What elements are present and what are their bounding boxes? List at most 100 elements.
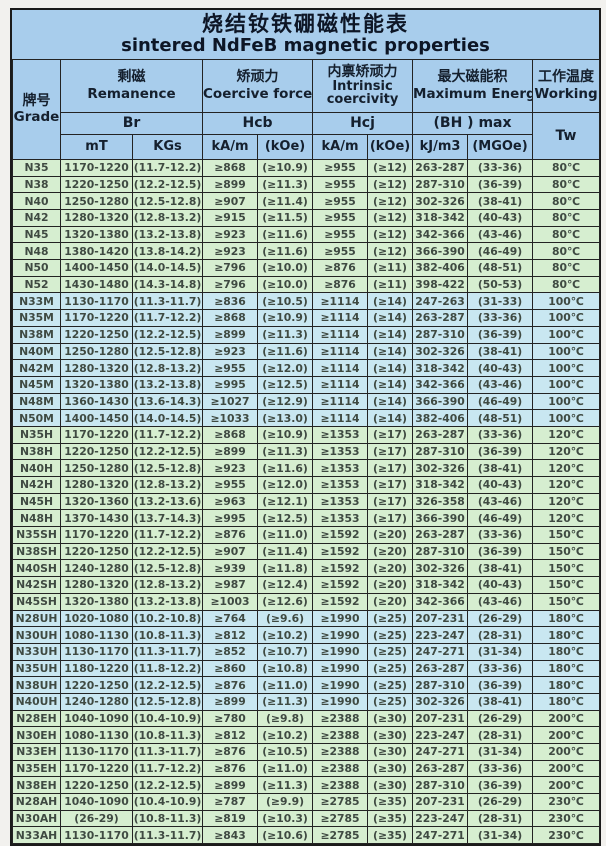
- hcj-koe-cell: (≥35): [367, 826, 414, 845]
- br-mt-cell: 1170-1220: [60, 309, 133, 327]
- bhmax-mgoe-cell: (40-43): [467, 476, 534, 494]
- br-mt-cell: 1400-1450: [60, 259, 133, 277]
- header-remanence-en: Remanence: [87, 85, 176, 102]
- hcj-kam-cell: ≥1592: [312, 559, 369, 578]
- hcb-kam-cell: ≥939: [202, 559, 259, 578]
- bhmax-mgoe-cell: (36-39): [467, 175, 534, 194]
- working-temp-cell: 150℃: [532, 542, 601, 561]
- br-kgs-cell: (10.2-10.8): [131, 609, 204, 628]
- unit-kgs: KGs: [131, 133, 204, 160]
- hcb-koe-cell: (≥11.3): [257, 175, 314, 194]
- bhmax-kjm3-cell: 302-326: [412, 692, 469, 711]
- grade-cell: N40H: [12, 459, 61, 477]
- bhmax-mgoe-cell: (38-41): [467, 459, 534, 477]
- bhmax-kjm3-cell: 287-310: [412, 776, 469, 795]
- table-body: N35 1170-1220 (11.7-12.2) ≥868 (≥10.9) ≥…: [12, 158, 601, 845]
- bhmax-kjm3-cell: 342-366: [412, 225, 469, 244]
- header-energy-en: Maximum Energy: [413, 85, 533, 102]
- hcb-kam-cell: ≥843: [202, 826, 259, 845]
- hcj-kam-cell: ≥1990: [312, 676, 369, 694]
- bhmax-mgoe-cell: (33-36): [467, 425, 534, 444]
- hcb-kam-cell: ≥764: [202, 609, 259, 628]
- hcb-kam-cell: ≥923: [202, 242, 259, 261]
- br-kgs-cell: (11.3-11.7): [131, 826, 204, 845]
- hcj-kam-cell: ≥1114: [312, 392, 369, 411]
- hcb-koe-cell: (≥10.7): [257, 642, 314, 661]
- working-temp-cell: 180℃: [532, 626, 601, 644]
- hcj-koe-cell: (≥11): [367, 259, 414, 277]
- bhmax-kjm3-cell: 302-326: [412, 342, 469, 361]
- br-mt-cell: 1170-1220: [60, 759, 133, 778]
- magnet-properties-sheet: 烧结钕铁硼磁性能表 sintered NdFeB magnetic proper…: [10, 8, 601, 846]
- hcb-koe-cell: (≥11.3): [257, 325, 314, 344]
- bhmax-mgoe-cell: (33-36): [467, 759, 534, 778]
- hcb-koe-cell: (≥10.8): [257, 659, 314, 678]
- hcj-koe-cell: (≥14): [367, 359, 414, 377]
- br-kgs-cell: (12.2-12.5): [131, 542, 204, 561]
- table-row: N33M 1130-1170 (11.3-11.7) ≥836 (≥10.5) …: [12, 292, 601, 311]
- bhmax-mgoe-cell: (43-46): [467, 592, 534, 611]
- br-mt-cell: 1370-1430: [60, 509, 133, 528]
- grade-cell: N42M: [12, 359, 61, 377]
- bhmax-kjm3-cell: 366-390: [412, 242, 469, 261]
- hcj-koe-cell: (≥35): [367, 809, 414, 828]
- br-mt-cell: 1220-1250: [60, 325, 133, 344]
- table-row: N40 1250-1280 (12.5-12.8) ≥907 (≥11.4) ≥…: [12, 192, 601, 210]
- hcj-kam-cell: ≥1353: [312, 509, 369, 528]
- bhmax-mgoe-cell: (46-49): [467, 509, 534, 528]
- unit-kjm3: kJ/m3: [412, 133, 469, 160]
- grade-cell: N48H: [12, 509, 61, 528]
- working-temp-cell: 120℃: [532, 509, 601, 528]
- hcb-kam-cell: ≥860: [202, 659, 259, 678]
- bhmax-kjm3-cell: 366-390: [412, 509, 469, 528]
- hcj-koe-cell: (≥14): [367, 292, 414, 311]
- grade-cell: N30UH: [12, 626, 61, 644]
- br-kgs-cell: (10.8-11.3): [131, 809, 204, 828]
- grade-cell: N38: [12, 175, 61, 194]
- hcb-kam-cell: ≥907: [202, 192, 259, 210]
- hcj-koe-cell: (≥17): [367, 509, 414, 528]
- hcj-kam-cell: ≥2388: [312, 743, 369, 761]
- hcb-kam-cell: ≥987: [202, 576, 259, 594]
- bhmax-mgoe-cell: (38-41): [467, 559, 534, 578]
- hcb-kam-cell: ≥899: [202, 692, 259, 711]
- hcb-koe-cell: (≥11.0): [257, 676, 314, 694]
- br-kgs-cell: (13.2-13.8): [131, 375, 204, 394]
- hcb-koe-cell: (≥11.8): [257, 559, 314, 578]
- bhmax-mgoe-cell: (38-41): [467, 692, 534, 711]
- hcj-koe-cell: (≥17): [367, 425, 414, 444]
- grade-cell: N45M: [12, 375, 61, 394]
- bhmax-mgoe-cell: (26-29): [467, 609, 534, 628]
- hcj-koe-cell: (≥30): [367, 709, 414, 728]
- properties-table: 牌号 Grade 剩磁 Remanence 矫顽力 Coercive force…: [12, 58, 601, 845]
- symbol-br: Br: [59, 111, 204, 135]
- bhmax-mgoe-cell: (33-36): [467, 659, 534, 678]
- bhmax-kjm3-cell: 263-287: [412, 309, 469, 327]
- header-energy: 最大磁能积 Maximum Energy: [412, 58, 534, 113]
- bhmax-kjm3-cell: 223-247: [412, 626, 469, 644]
- grade-cell: N28AH: [12, 793, 61, 811]
- table-row: N38 1220-1250 (12.2-12.5) ≥899 (≥11.3) ≥…: [12, 175, 601, 194]
- hcb-koe-cell: (≥11.0): [257, 759, 314, 778]
- bhmax-mgoe-cell: (48-51): [467, 409, 534, 427]
- working-temp-cell: 180℃: [532, 609, 601, 628]
- working-temp-cell: 100℃: [532, 292, 601, 311]
- hcb-kam-cell: ≥836: [202, 292, 259, 311]
- working-temp-cell: 200℃: [532, 726, 601, 744]
- bhmax-kjm3-cell: 247-271: [412, 743, 469, 761]
- table-row: N42H 1280-1320 (12.8-13.2) ≥955 (≥12.0) …: [12, 476, 601, 494]
- hcj-koe-cell: (≥12): [367, 242, 414, 261]
- br-mt-cell: 1280-1320: [60, 576, 133, 594]
- br-mt-cell: 1170-1220: [60, 526, 133, 544]
- table-row: N45M 1320-1380 (13.2-13.8) ≥995 (≥12.5) …: [12, 375, 601, 394]
- grade-cell: N35UH: [12, 659, 61, 678]
- bhmax-kjm3-cell: 263-287: [412, 526, 469, 544]
- header-intrinsic: 内禀矫顽力 Intrinsic coercivity: [312, 58, 414, 113]
- grade-cell: N45: [12, 225, 61, 244]
- br-mt-cell: 1040-1090: [60, 793, 133, 811]
- hcb-koe-cell: (≥10.6): [257, 826, 314, 845]
- header-remanence: 剩磁 Remanence: [59, 58, 204, 113]
- hcb-kam-cell: ≥899: [202, 442, 259, 461]
- hcb-koe-cell: (≥9.6): [257, 609, 314, 628]
- header-intrinsic-en1: Intrinsic: [332, 78, 393, 94]
